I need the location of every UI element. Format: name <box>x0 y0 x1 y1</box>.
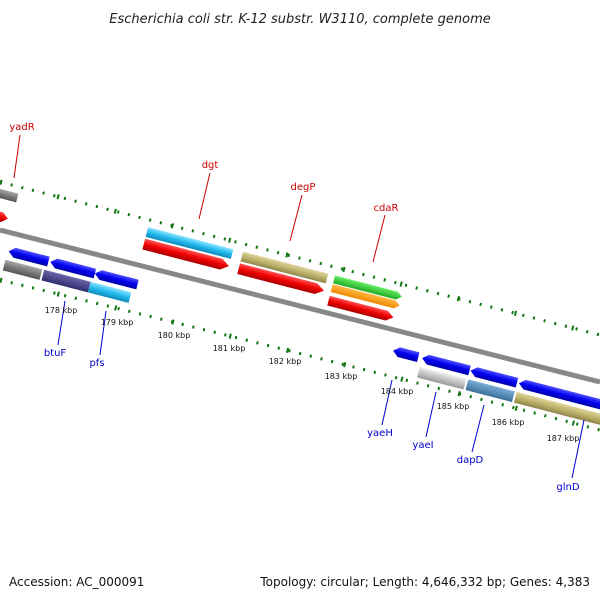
gene-label-cdaR[interactable]: cdaR <box>374 203 399 214</box>
position-tick-label: 179 kbp <box>101 318 134 327</box>
reverse-strand-genes <box>2 246 600 431</box>
position-tick-label: 185 kbp <box>437 402 470 411</box>
gene-feature[interactable] <box>330 284 401 309</box>
inner-major-ticks <box>0 277 600 433</box>
position-tick-label: 182 kbp <box>269 357 302 366</box>
gene-feature[interactable] <box>469 366 519 388</box>
gene-feature[interactable] <box>240 251 329 284</box>
gene-feature[interactable] <box>0 184 19 203</box>
forward-strand-genes <box>0 184 403 322</box>
position-tick-label: 181 kbp <box>213 344 246 353</box>
position-tick-label: 187 kbp <box>547 434 580 443</box>
genome-summary-text: Topology: circular; Length: 4,646,332 bp… <box>259 575 590 589</box>
outer-tick-band <box>0 180 600 337</box>
position-tick-label: 180 kbp <box>158 331 191 340</box>
outer-major-ticks <box>0 179 600 338</box>
forward-label-leaders <box>13 134 386 263</box>
gene-feature[interactable] <box>513 391 600 431</box>
gene-feature[interactable] <box>421 353 471 376</box>
genome-backbone <box>0 227 600 385</box>
gene-label-degP[interactable]: degP <box>291 182 316 193</box>
gene-feature[interactable] <box>49 257 97 279</box>
position-tick-label: 178 kbp <box>45 306 78 315</box>
gene-label-yaeH[interactable]: yaeH <box>367 428 393 439</box>
gene-feature[interactable] <box>417 366 467 390</box>
map-title: Escherichia coli str. K-12 substr. W3110… <box>109 12 490 27</box>
gene-feature[interactable] <box>327 295 394 322</box>
gene-feature[interactable] <box>392 346 420 363</box>
gene-feature[interactable] <box>0 205 9 223</box>
gene-feature[interactable] <box>7 246 50 267</box>
gene-feature[interactable] <box>333 275 403 301</box>
gene-label-btuF[interactable]: btuF <box>44 348 67 359</box>
inner-tick-band <box>0 278 600 432</box>
gene-feature[interactable] <box>87 281 132 303</box>
position-tick-label: 183 kbp <box>325 372 358 381</box>
gene-label-dapD[interactable]: dapD <box>457 455 484 466</box>
gene-feature[interactable] <box>41 269 91 293</box>
reverse-label-leaders <box>57 300 585 479</box>
gene-feature[interactable] <box>142 238 230 272</box>
gene-feature[interactable] <box>145 227 234 259</box>
gene-feature[interactable] <box>518 378 600 415</box>
position-tick-label: 184 kbp <box>381 387 414 396</box>
gene-label-yadR[interactable]: yadR <box>9 122 34 133</box>
gene-label-pfs[interactable]: pfs <box>89 358 104 369</box>
gene-feature[interactable] <box>2 259 43 280</box>
gene-label-yaeI[interactable]: yaeI <box>412 440 433 451</box>
gene-label-glnD[interactable]: glnD <box>556 482 579 493</box>
accession-text: Accession: AC_000091 <box>9 575 144 589</box>
position-tick-label: 186 kbp <box>492 418 525 427</box>
gene-feature[interactable] <box>465 379 515 403</box>
gene-feature[interactable] <box>237 263 325 296</box>
gene-feature[interactable] <box>94 269 139 290</box>
gene-label-dgt[interactable]: dgt <box>202 160 219 171</box>
